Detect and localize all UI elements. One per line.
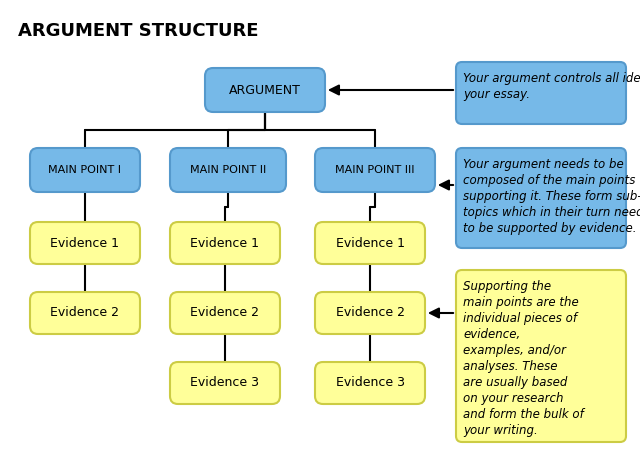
Text: Evidence 2: Evidence 2 — [51, 307, 120, 319]
FancyBboxPatch shape — [315, 362, 425, 404]
Text: MAIN POINT II: MAIN POINT II — [190, 165, 266, 175]
FancyBboxPatch shape — [315, 222, 425, 264]
FancyBboxPatch shape — [30, 148, 140, 192]
Text: ARGUMENT STRUCTURE: ARGUMENT STRUCTURE — [18, 22, 259, 40]
Text: Evidence 3: Evidence 3 — [335, 376, 404, 390]
FancyBboxPatch shape — [456, 148, 626, 248]
FancyBboxPatch shape — [315, 292, 425, 334]
Text: MAIN POINT I: MAIN POINT I — [49, 165, 122, 175]
FancyBboxPatch shape — [315, 148, 435, 192]
Text: Evidence 2: Evidence 2 — [191, 307, 259, 319]
Text: Evidence 2: Evidence 2 — [335, 307, 404, 319]
Text: Evidence 3: Evidence 3 — [191, 376, 259, 390]
FancyBboxPatch shape — [205, 68, 325, 112]
Text: Evidence 1: Evidence 1 — [191, 237, 259, 249]
FancyBboxPatch shape — [456, 270, 626, 442]
Text: Evidence 1: Evidence 1 — [335, 237, 404, 249]
Text: Supporting the
main points are the
individual pieces of
evidence,
examples, and/: Supporting the main points are the indiv… — [463, 280, 584, 437]
FancyBboxPatch shape — [170, 222, 280, 264]
Text: Your argument needs to be
composed of the main points
supporting it. These form : Your argument needs to be composed of th… — [463, 158, 640, 235]
FancyBboxPatch shape — [170, 292, 280, 334]
Text: ARGUMENT: ARGUMENT — [229, 83, 301, 97]
FancyBboxPatch shape — [170, 148, 286, 192]
Text: Your argument controls all ideas in
your essay.: Your argument controls all ideas in your… — [463, 72, 640, 101]
Text: Evidence 1: Evidence 1 — [51, 237, 120, 249]
FancyBboxPatch shape — [456, 62, 626, 124]
FancyBboxPatch shape — [30, 222, 140, 264]
Text: MAIN POINT III: MAIN POINT III — [335, 165, 415, 175]
FancyBboxPatch shape — [170, 362, 280, 404]
FancyBboxPatch shape — [30, 292, 140, 334]
